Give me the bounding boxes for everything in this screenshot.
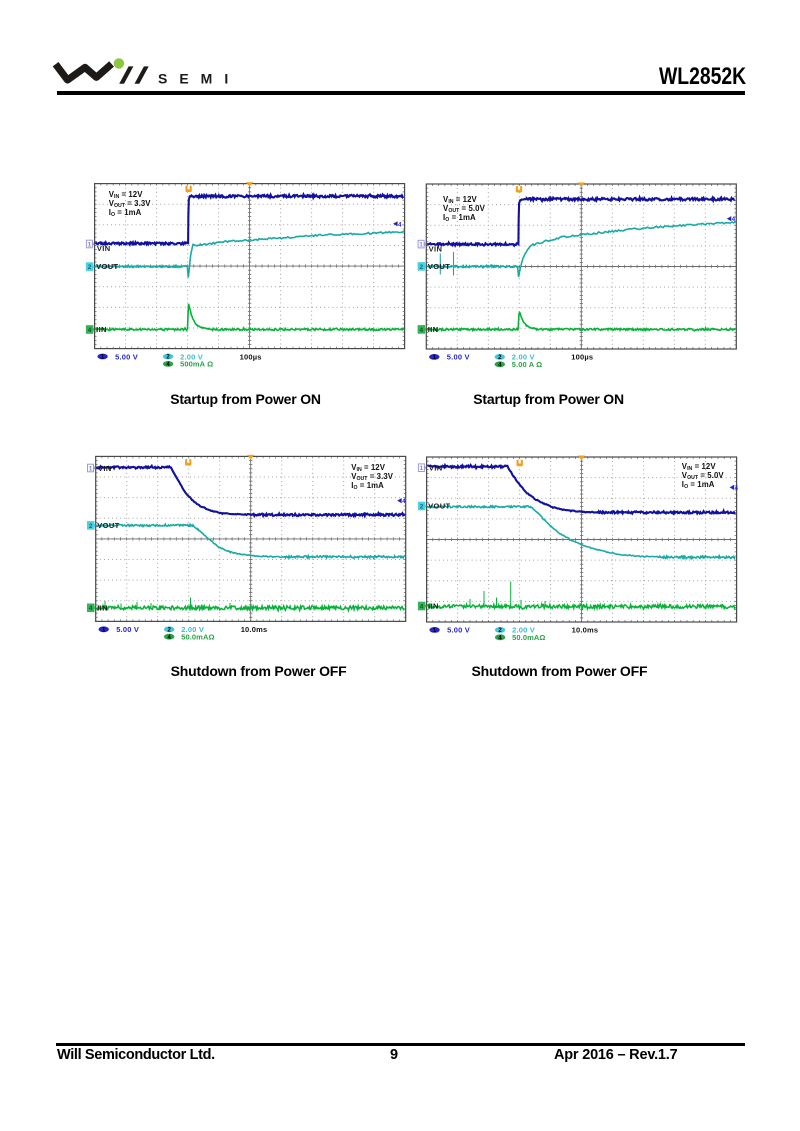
svg-text:2.00 V: 2.00 V	[512, 626, 535, 635]
svg-text:4: 4	[89, 605, 93, 612]
svg-text:1: 1	[433, 628, 437, 634]
svg-text:VIN: VIN	[97, 244, 111, 253]
svg-text:2: 2	[166, 355, 170, 361]
svg-text:100µs: 100µs	[571, 353, 593, 362]
svg-text:IIN: IIN	[428, 602, 439, 611]
svg-text:2.00 V: 2.00 V	[180, 352, 203, 361]
svg-text:VIN: VIN	[429, 244, 443, 253]
svg-text:4: 4	[166, 362, 170, 368]
svg-text:VOUT: VOUT	[428, 502, 450, 511]
svg-text:1: 1	[433, 355, 437, 361]
svg-text:1: 1	[101, 355, 105, 361]
svg-text:IIN: IIN	[97, 603, 108, 612]
svg-text:2: 2	[88, 264, 92, 271]
svg-text:4: 4	[498, 363, 502, 369]
svg-text:VIN: VIN	[429, 464, 443, 473]
svg-text:4: 4	[168, 635, 172, 641]
svg-text:4: 4	[419, 327, 423, 334]
svg-text:SEMI: SEMI	[158, 71, 240, 87]
svg-text:100µs: 100µs	[240, 352, 262, 361]
svg-text:2: 2	[168, 628, 172, 634]
svg-text:1: 1	[89, 465, 93, 472]
svg-text:1: 1	[419, 242, 423, 249]
svg-text:2.00 V: 2.00 V	[181, 625, 204, 634]
svg-text:5.00 V: 5.00 V	[116, 625, 139, 634]
svg-text:50.0mAΩ: 50.0mAΩ	[512, 633, 545, 642]
svg-text:5.00 V: 5.00 V	[447, 353, 470, 362]
svg-text:4: 4	[732, 217, 736, 223]
svg-text:IIN: IIN	[96, 325, 107, 334]
svg-text:4: 4	[402, 499, 406, 505]
svg-text:10.0ms: 10.0ms	[572, 626, 599, 635]
svg-text:500mA Ω: 500mA Ω	[180, 360, 213, 369]
svg-text:50.0mAΩ: 50.0mAΩ	[181, 633, 214, 642]
svg-text:4: 4	[735, 486, 739, 492]
svg-text:1: 1	[88, 241, 92, 248]
svg-text:VOUT: VOUT	[96, 262, 118, 271]
svg-text:4: 4	[88, 327, 92, 334]
svg-text:5.00 V: 5.00 V	[115, 352, 138, 361]
svg-text:5.00 A Ω: 5.00 A Ω	[512, 360, 542, 369]
svg-text:2: 2	[498, 355, 502, 361]
svg-text:2: 2	[419, 264, 423, 271]
svg-text:1: 1	[102, 628, 106, 634]
svg-text:VOUT: VOUT	[428, 262, 450, 271]
svg-text:10.0ms: 10.0ms	[241, 625, 268, 634]
svg-text:VIN: VIN	[98, 464, 112, 473]
svg-text:4: 4	[398, 222, 402, 228]
svg-text:2: 2	[498, 628, 502, 634]
svg-text:5.00 V: 5.00 V	[447, 626, 470, 635]
svg-text:IIN: IIN	[428, 325, 439, 334]
svg-text:2: 2	[420, 503, 424, 510]
svg-text:VOUT: VOUT	[97, 521, 119, 530]
svg-text:1: 1	[420, 465, 424, 472]
svg-text:2.00 V: 2.00 V	[512, 353, 535, 362]
svg-text:4: 4	[498, 636, 502, 642]
svg-text:2: 2	[89, 523, 93, 530]
svg-text:4: 4	[420, 603, 424, 610]
